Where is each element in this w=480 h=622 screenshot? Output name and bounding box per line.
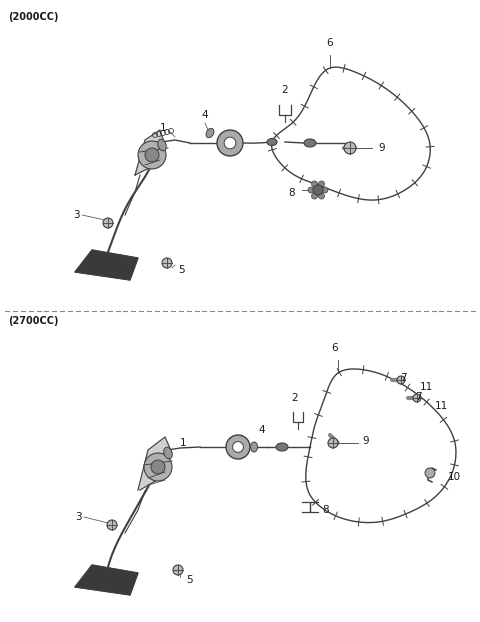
Circle shape [226,435,250,459]
Circle shape [313,185,323,195]
Ellipse shape [164,447,172,459]
Circle shape [322,187,328,193]
Text: 8: 8 [322,505,329,515]
Text: 7: 7 [400,373,407,383]
Text: 2: 2 [292,393,298,403]
Polygon shape [135,130,165,175]
Ellipse shape [206,128,214,137]
Ellipse shape [251,442,257,452]
Circle shape [224,137,236,149]
Text: 8: 8 [288,188,295,198]
Ellipse shape [267,139,277,146]
Polygon shape [75,250,138,280]
Text: 10: 10 [448,472,461,482]
Text: 7: 7 [415,392,421,402]
Text: 1: 1 [180,438,187,448]
Polygon shape [75,565,138,595]
Circle shape [397,376,405,384]
Text: 5: 5 [186,575,192,585]
Circle shape [151,460,165,474]
Text: 2: 2 [282,85,288,95]
Text: 11: 11 [420,382,433,392]
Circle shape [144,453,172,481]
Ellipse shape [158,139,166,151]
Circle shape [308,187,314,193]
Text: 11: 11 [435,401,448,411]
Text: 9: 9 [362,436,369,446]
Circle shape [103,218,113,228]
Polygon shape [138,437,172,490]
Circle shape [328,438,338,448]
Text: 3: 3 [75,512,82,522]
Circle shape [319,193,324,199]
Text: 9: 9 [378,143,384,153]
Text: 5: 5 [178,265,185,275]
Circle shape [107,520,117,530]
Circle shape [344,142,356,154]
Text: 4: 4 [258,425,264,435]
Circle shape [162,258,172,268]
Circle shape [413,394,421,402]
Text: 3: 3 [73,210,80,220]
Circle shape [233,442,243,452]
Ellipse shape [304,139,316,147]
Circle shape [173,565,183,575]
Ellipse shape [276,443,288,451]
Text: 6: 6 [332,343,338,353]
Circle shape [312,193,317,199]
Circle shape [425,468,435,478]
Circle shape [312,181,317,187]
Circle shape [145,148,159,162]
Text: 6: 6 [327,38,333,48]
Text: (2000CC): (2000CC) [8,12,59,22]
Text: (2700CC): (2700CC) [8,316,59,326]
Circle shape [217,130,243,156]
Text: 4: 4 [202,110,208,120]
Circle shape [319,181,324,187]
Text: 1: 1 [160,123,167,133]
Circle shape [138,141,166,169]
